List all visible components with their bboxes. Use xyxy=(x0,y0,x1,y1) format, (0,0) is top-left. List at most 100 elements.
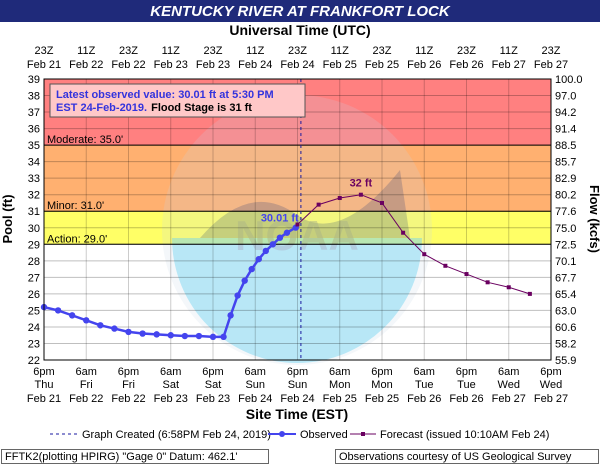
est-tick-date: Feb 22 xyxy=(111,393,145,405)
observed-point xyxy=(181,332,189,340)
plot-area: NOAA Moderate: 35.0' Minor: 31.0' Action: … xyxy=(40,78,552,365)
observed-point xyxy=(234,292,241,299)
utc-tick-date: Feb 25 xyxy=(365,59,399,71)
est-tick-date: Feb 23 xyxy=(196,393,230,405)
utc-tick-date: Feb 27 xyxy=(492,59,526,71)
latest-observed-label: 30.01 ft xyxy=(261,213,299,225)
flow-tick: 91.4 xyxy=(555,124,576,136)
pool-tick: 23 xyxy=(28,338,40,350)
pool-tick: 30 xyxy=(28,223,40,235)
flow-tick: 70.1 xyxy=(555,256,576,268)
pool-tick: 31 xyxy=(28,206,40,218)
forecast-series-line xyxy=(297,194,531,295)
flow-tick: 55.9 xyxy=(555,355,576,367)
annotations: 30.01 ft 32 ft xyxy=(261,178,373,225)
forecast-point xyxy=(358,192,363,197)
utc-tick-date: Feb 23 xyxy=(154,59,188,71)
est-tick-date: Feb 22 xyxy=(69,393,103,405)
pool-tick: 29 xyxy=(28,239,40,251)
info-line-2-flood-stage: Flood Stage is 31 ft xyxy=(151,102,252,114)
utc-tick-time: 11Z xyxy=(415,45,433,57)
utc-tick-date: Feb 22 xyxy=(111,59,145,71)
flow-tick: 58.2 xyxy=(555,338,576,350)
pool-tick: 35 xyxy=(28,140,40,152)
observed-point xyxy=(220,333,227,341)
est-tick-time: 6pm xyxy=(118,366,139,378)
observed-point xyxy=(153,331,160,338)
est-tick-date: Feb 26 xyxy=(407,393,441,405)
utc-tick-time: 11Z xyxy=(500,45,518,57)
flow-tick: 80.2 xyxy=(555,190,576,202)
pool-tick: 38 xyxy=(28,91,40,103)
pool-tick: 27 xyxy=(28,272,40,284)
est-tick-time: 6pm xyxy=(540,366,561,378)
forecast-point xyxy=(422,252,427,257)
moderate-flood-band xyxy=(44,145,551,212)
utc-tick-time: 23Z xyxy=(373,45,392,57)
est-tick-weekday: Fri xyxy=(80,379,93,391)
info-line-2: EST 24-Feb-2019. Flood Stage is 31 ft xyxy=(56,102,252,114)
observed-point xyxy=(248,265,255,273)
flow-tick: 85.7 xyxy=(555,157,576,169)
est-tick-weekday: Sun xyxy=(288,379,308,391)
observed-point xyxy=(276,234,284,241)
flood-category-label: Action: 29.0' xyxy=(47,233,107,245)
y-axis-label-pool: Pool (ft) xyxy=(0,194,15,243)
utc-tick-time: 11Z xyxy=(162,45,180,57)
est-tick-date: Feb 27 xyxy=(534,393,568,405)
observed-point xyxy=(167,332,174,339)
utc-tick-date: Feb 25 xyxy=(323,59,357,71)
legend-created-label: Graph Created (6:58PM Feb 24, 2019) xyxy=(82,429,271,441)
info-line-2-date: EST 24-Feb-2019. xyxy=(56,102,147,114)
observed-point xyxy=(139,330,146,337)
legend-observed-marker xyxy=(279,431,285,437)
pool-tick: 36 xyxy=(28,124,40,136)
forecast-crest-label: 32 ft xyxy=(350,178,373,190)
pool-tick-labels: 22 23 24 25 26 27 28 29 30 31 32 33 34 35 36 37 38 39 xyxy=(28,74,40,367)
utc-tick-date: Feb 21 xyxy=(27,59,61,71)
forecast-point xyxy=(337,196,342,201)
legend-forecast-marker xyxy=(361,432,365,436)
footer-datum: FFTK2(plotting HPIRG) "Gage 0" Datum: 46… xyxy=(1,449,269,464)
observed-point xyxy=(97,322,104,329)
observed-point xyxy=(262,247,270,255)
est-tick-weekday: Mon xyxy=(371,379,392,391)
pool-tick: 28 xyxy=(28,256,40,268)
flow-tick: 65.4 xyxy=(555,289,576,301)
utc-tick-date: Feb 27 xyxy=(534,59,568,71)
est-tick-weekday: Fri xyxy=(122,379,135,391)
forecast-point xyxy=(316,202,321,207)
est-tick-time: 6am xyxy=(245,366,266,378)
utc-tick-time: 11Z xyxy=(331,45,349,57)
flow-tick: 88.5 xyxy=(555,140,576,152)
series-layer xyxy=(40,192,532,341)
est-tick-weekday: Wed xyxy=(540,379,562,391)
legend: Graph Created (6:58PM Feb 24, 2019) Obse… xyxy=(50,429,549,441)
est-tick-date: Feb 24 xyxy=(280,393,314,405)
observed-point xyxy=(125,328,132,336)
title-bar xyxy=(0,0,600,22)
forecast-point xyxy=(401,230,406,235)
est-tick-time: 6pm xyxy=(287,366,308,378)
utc-tick-time: 11Z xyxy=(77,45,95,57)
est-tick-time: 6am xyxy=(414,366,435,378)
pool-tick: 39 xyxy=(28,74,40,86)
est-tick-date: Feb 27 xyxy=(492,393,526,405)
flow-tick: 94.2 xyxy=(555,107,576,119)
est-tick-weekday: Sun xyxy=(245,379,265,391)
observed-point xyxy=(54,307,62,314)
forecast-point xyxy=(485,280,490,285)
utc-tick-time: 23Z xyxy=(288,45,307,57)
est-tick-weekday: Tue xyxy=(415,379,434,391)
chart-title: KENTUCKY RIVER AT FRANKFORT LOCK xyxy=(150,3,451,20)
flow-tick: 75.0 xyxy=(555,223,576,235)
legend-observed-label: Observed xyxy=(300,429,348,441)
est-tick-time: 6pm xyxy=(371,366,392,378)
flood-category-labels: Moderate: 35.0' Minor: 31.0' Action: 29.0' xyxy=(47,134,123,245)
utc-tick-labels: 23Z Feb 21 11Z Feb 22 23Z Feb 22 11Z Feb 23 23Z F… xyxy=(27,45,568,71)
est-tick-weekday: Mon xyxy=(329,379,350,391)
est-tick-time: 6am xyxy=(76,366,97,378)
forecast-point xyxy=(527,291,532,296)
pool-tick: 25 xyxy=(28,305,40,317)
